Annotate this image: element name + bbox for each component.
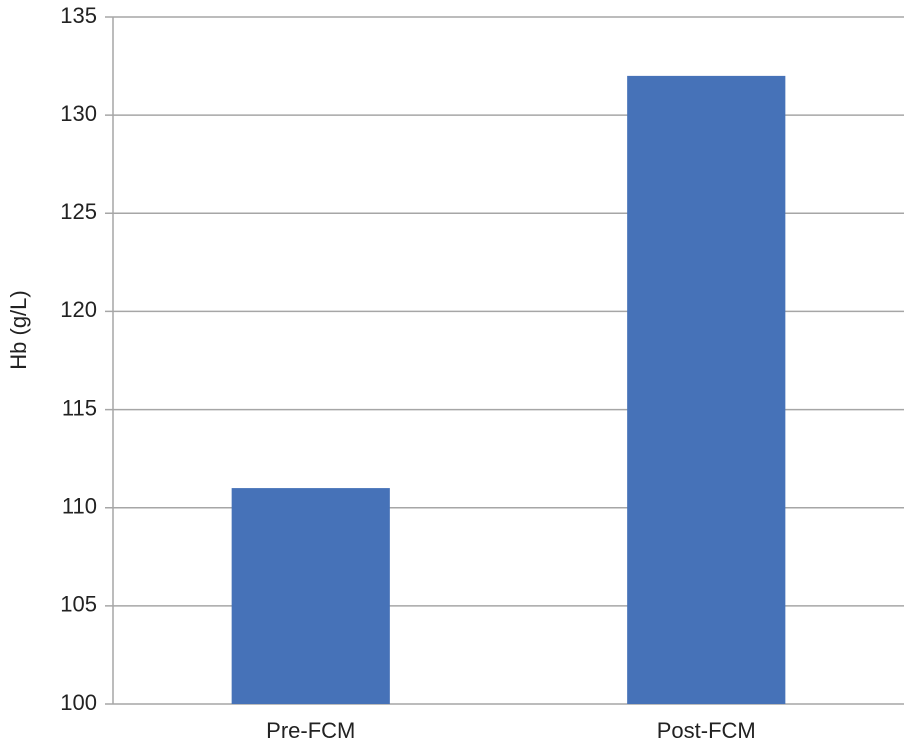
y-tick-label: 105 xyxy=(60,592,97,617)
bar xyxy=(627,75,786,704)
y-tick-label: 135 xyxy=(60,3,97,28)
y-tick-label: 130 xyxy=(60,101,97,126)
y-tick-label: 120 xyxy=(60,297,97,322)
y-tick-label: 110 xyxy=(62,494,97,519)
y-axis-label: Hb (g/L) xyxy=(6,290,31,369)
y-tick-label: 115 xyxy=(62,395,97,420)
x-tick-label: Pre-FCM xyxy=(266,718,355,743)
y-tick-label: 125 xyxy=(60,199,97,224)
x-tick-label: Post-FCM xyxy=(657,718,756,743)
bar xyxy=(231,488,390,704)
y-tick-label: 100 xyxy=(60,690,97,715)
